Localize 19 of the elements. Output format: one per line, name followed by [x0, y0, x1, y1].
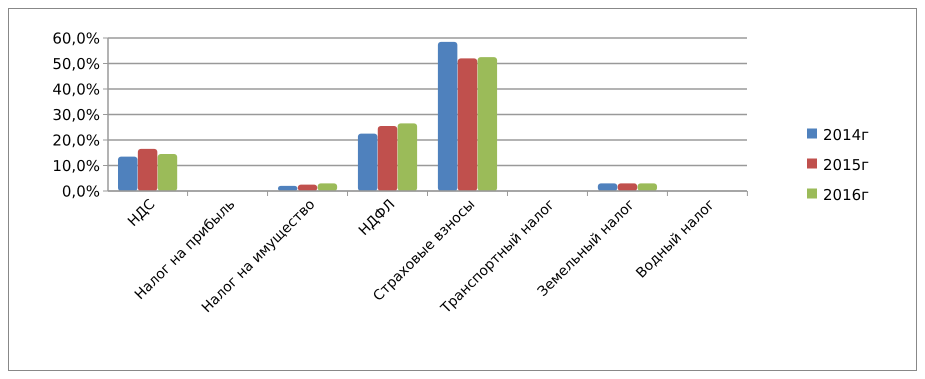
y-tick-label: 40,0%: [52, 80, 100, 98]
bar: [138, 148, 158, 191]
y-tick-label: 0,0%: [62, 182, 100, 200]
y-tick-label: 50,0%: [52, 54, 100, 73]
legend-label: 2016г: [823, 186, 870, 204]
legend-label: 2014г: [823, 126, 870, 144]
bar: [118, 156, 138, 191]
bar: [378, 126, 398, 191]
bar: [438, 42, 458, 191]
bar: [358, 134, 378, 191]
bar: [398, 123, 418, 191]
bar: [478, 57, 498, 191]
bar: [158, 154, 178, 191]
y-tick-label: 30,0%: [52, 106, 100, 124]
y-tick-label: 20,0%: [52, 131, 100, 150]
bar: [458, 58, 478, 191]
legend-label: 2015г: [823, 156, 870, 174]
y-tick-label: 10,0%: [52, 156, 100, 175]
y-tick-label: 60,0%: [52, 29, 100, 48]
